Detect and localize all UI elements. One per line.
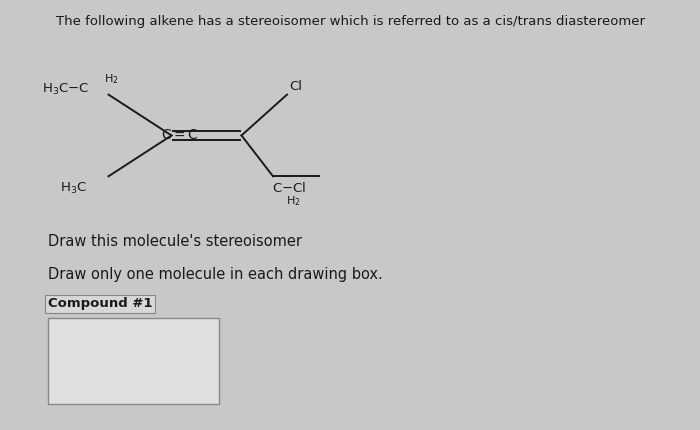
Text: Compound #1: Compound #1 (48, 298, 152, 310)
Text: Cl: Cl (289, 80, 302, 93)
Text: C$-$Cl: C$-$Cl (272, 181, 306, 196)
Text: Draw this molecule's stereoisomer: Draw this molecule's stereoisomer (48, 234, 302, 249)
Text: C$=$C: C$=$C (161, 128, 199, 141)
Text: H$_2$: H$_2$ (104, 72, 118, 86)
FancyBboxPatch shape (48, 318, 219, 404)
Text: The following alkene has a stereoisomer which is referred to as a cis/trans dias: The following alkene has a stereoisomer … (55, 15, 645, 28)
Text: H$_2$: H$_2$ (286, 194, 300, 208)
Text: Draw only one molecule in each drawing box.: Draw only one molecule in each drawing b… (48, 267, 382, 282)
Text: H$_3$C: H$_3$C (60, 181, 86, 196)
Text: H$_3$C$-$C: H$_3$C$-$C (42, 82, 90, 97)
